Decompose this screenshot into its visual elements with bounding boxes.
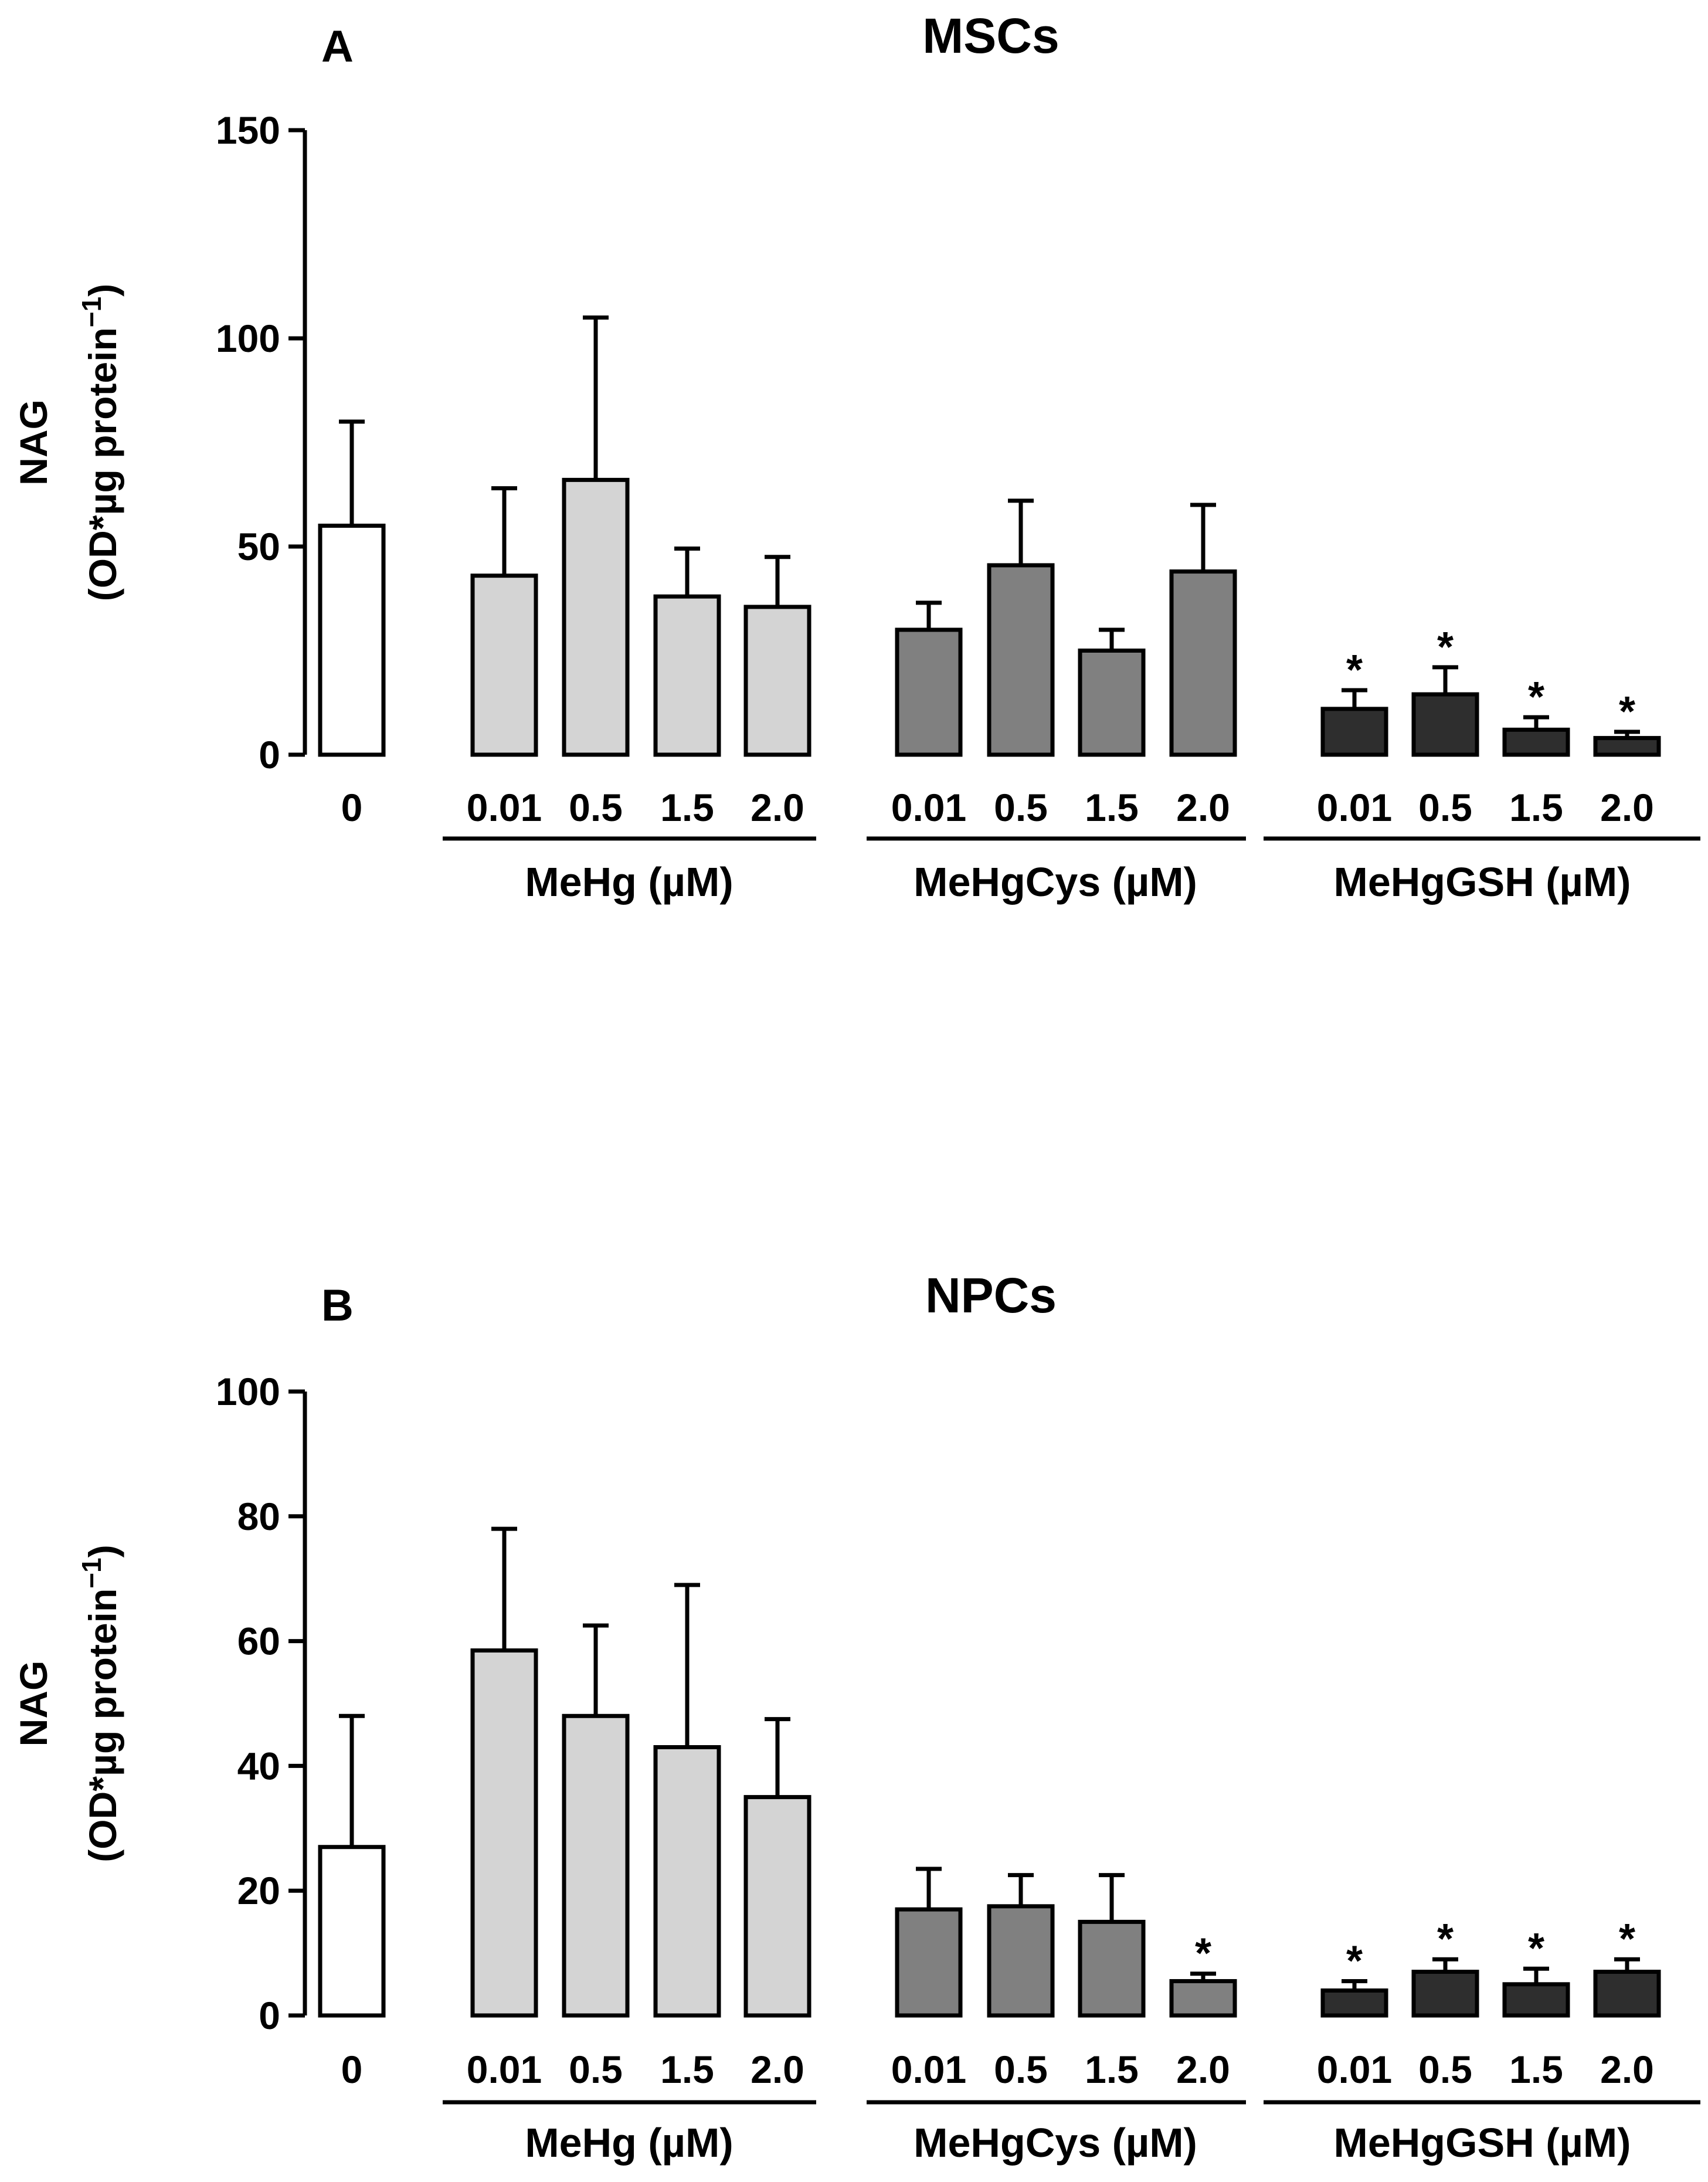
x-category-label: 2.0	[1176, 2048, 1230, 2091]
x-category-label: 0	[341, 2048, 363, 2091]
group-label: MeHgGSH (µM)	[1334, 859, 1631, 905]
bar-mehggsh	[1320, 1988, 1388, 2018]
chart-title: MSCs	[922, 8, 1059, 63]
bar-mehg	[562, 1713, 630, 2018]
bar-mehg	[653, 1745, 721, 2018]
y-axis-label-text: (OD*µg protein	[81, 327, 124, 601]
x-category-label: 0.01	[1317, 786, 1392, 829]
bar-mehgcys	[987, 563, 1055, 757]
x-category-label: 2.0	[751, 786, 804, 829]
y-tick-label: 50	[237, 525, 280, 568]
y-tick-label: 100	[216, 317, 280, 360]
significance-marker: *	[1437, 1916, 1454, 1963]
bar-mehgcys	[895, 1907, 963, 2018]
bar-mehgcys	[1169, 1979, 1237, 2018]
bar-mehggsh	[1411, 1970, 1479, 2018]
y-axis-label-text: (OD*µg protein	[81, 1589, 124, 1862]
x-category-label: 0.5	[569, 2048, 623, 2091]
y-axis-label-close: )	[81, 1545, 124, 1557]
bar-mehgcys	[987, 1904, 1055, 2018]
chart-title: NPCs	[925, 1268, 1057, 1323]
group-label: MeHg (µM)	[525, 859, 733, 905]
y-axis-label-superscript: −1	[76, 1557, 107, 1588]
significance-marker: *	[1437, 624, 1454, 671]
y-tick-label: 40	[237, 1744, 280, 1787]
x-category-label: 0.5	[994, 786, 1048, 829]
panel-a: A MSCs NAG (OD*µg protein−1) 0 50 100 150 0 0.01 0…	[12, 8, 1700, 905]
x-category-label: 0.5	[1418, 786, 1472, 829]
x-category-label: 2.0	[1600, 786, 1654, 829]
y-tick-label: 0	[259, 1994, 280, 2037]
x-category-label: 2.0	[751, 2048, 804, 2091]
panel-letter: A	[321, 22, 354, 72]
y-tick-label: 150	[216, 108, 280, 152]
panel-letter: B	[321, 1281, 354, 1331]
bar-control	[318, 524, 386, 757]
bar-mehggsh	[1411, 692, 1479, 757]
y-axis-label-superscript: −1	[76, 297, 107, 327]
y-tick-label: 80	[237, 1495, 280, 1538]
x-category-label: 0.01	[467, 786, 542, 829]
significance-marker: *	[1528, 674, 1544, 721]
bar-mehgcys	[1078, 649, 1146, 757]
significance-marker: *	[1195, 1930, 1211, 1977]
y-tick-label: 60	[237, 1620, 280, 1663]
x-category-label: 0.5	[994, 2048, 1048, 2091]
bar-mehgcys	[1078, 1919, 1146, 2018]
x-category-label: 1.5	[1509, 2048, 1563, 2091]
y-axis-label-close: )	[81, 284, 124, 297]
group-label: MeHg (µM)	[525, 2120, 733, 2166]
y-axis-label-line1: NAG	[12, 1661, 55, 1747]
y-axis-label-line1: NAG	[12, 399, 55, 486]
x-category-label: 2.0	[1176, 786, 1230, 829]
y-axis-label-line2: (OD*µg protein−1)	[76, 284, 124, 601]
x-category-label: 1.5	[1509, 786, 1563, 829]
x-category-label: 1.5	[1085, 786, 1139, 829]
y-tick-label: 20	[237, 1869, 280, 1912]
panel-b: B NPCs NAG (OD*µg protein−1) 0 20 40 60 80 100 0 0.…	[12, 1268, 1700, 2166]
bar-mehg	[562, 477, 630, 757]
significance-marker: *	[1619, 688, 1635, 735]
bar-mehggsh	[1502, 1982, 1570, 2018]
y-tick-label: 100	[216, 1370, 280, 1413]
bar-mehg	[743, 1795, 811, 2018]
x-category-label: 1.5	[1085, 2048, 1139, 2091]
x-category-label: 1.5	[660, 2048, 714, 2091]
y-axis-label-line2: (OD*µg protein−1)	[76, 1545, 124, 1862]
bar-mehggsh	[1502, 727, 1570, 757]
significance-marker: *	[1346, 647, 1363, 694]
x-category-label: 2.0	[1600, 2048, 1654, 2091]
bar-control	[318, 1845, 386, 2018]
x-category-label: 0.01	[467, 2048, 542, 2091]
x-category-label: 0.5	[1418, 2048, 1472, 2091]
x-category-label: 1.5	[660, 786, 714, 829]
bar-mehgcys	[1169, 569, 1237, 757]
y-tick-label: 0	[259, 733, 280, 776]
group-label: MeHgCys (µM)	[914, 2120, 1197, 2166]
bar-mehgcys	[895, 627, 963, 757]
bar-mehg	[743, 605, 811, 757]
bar-mehg	[653, 594, 721, 757]
bar-mehg	[470, 574, 538, 757]
x-category-label: 0	[341, 786, 363, 829]
significance-marker: *	[1346, 1937, 1363, 1984]
bar-mehggsh	[1320, 707, 1388, 757]
bar-mehg	[470, 1648, 538, 2018]
significance-marker: *	[1619, 1916, 1635, 1963]
x-category-label: 0.5	[569, 786, 623, 829]
x-category-label: 0.01	[1317, 2048, 1392, 2091]
group-label: MeHgGSH (µM)	[1334, 2120, 1631, 2166]
x-category-label: 0.01	[891, 2048, 966, 2091]
bar-mehggsh	[1593, 1970, 1661, 2018]
significance-marker: *	[1528, 1925, 1544, 1972]
bar-mehggsh	[1593, 736, 1661, 757]
group-label: MeHgCys (µM)	[914, 859, 1197, 905]
x-category-label: 0.01	[891, 786, 966, 829]
